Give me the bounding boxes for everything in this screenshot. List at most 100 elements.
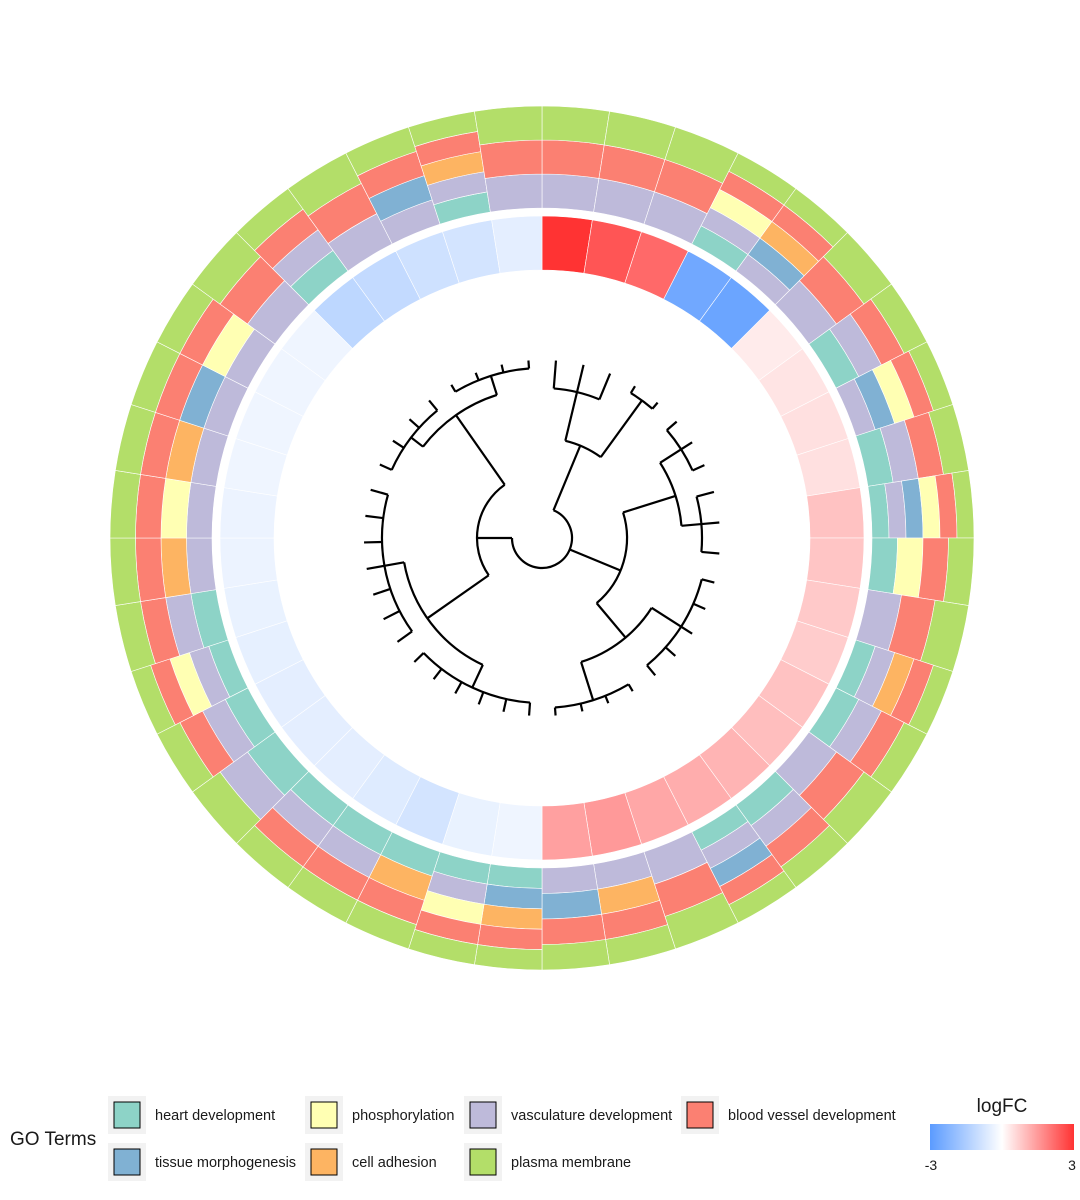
dendrogram-branch: [595, 602, 627, 639]
dendrogram-branch: [664, 646, 677, 657]
logfc-cell: [491, 215, 543, 274]
dendrogram-branch: [552, 445, 582, 511]
dendrogram-branch: [403, 562, 484, 666]
go-term-cell: [479, 139, 543, 179]
dendrogram-branch: [575, 364, 585, 393]
legend-label: phosphorylation: [352, 1108, 454, 1124]
go-term-cell: [867, 537, 898, 594]
dendrogram-branch: [692, 464, 705, 472]
go-term-cell: [541, 105, 610, 146]
dendrogram-branch: [599, 399, 643, 458]
dendrogram-branch: [396, 630, 413, 643]
go-term-cell: [186, 537, 217, 594]
colorbar-min-label: -3: [925, 1157, 938, 1173]
logfc-cell: [806, 487, 865, 539]
dendrogram-branch: [580, 607, 653, 664]
dendrogram-branch: [471, 664, 484, 689]
dendrogram-branch: [564, 391, 579, 442]
dendrogram-branch: [428, 399, 439, 412]
go-term-cell: [892, 537, 924, 598]
dendrogram-branch: [510, 509, 574, 570]
logfc-colorbar: logFC -3 3: [925, 1096, 1076, 1173]
dendrogram-branch: [410, 436, 424, 448]
dendrogram-branch: [666, 429, 694, 471]
go-term-cell: [186, 482, 217, 539]
dendrogram-branch: [646, 579, 703, 667]
dendrogram-branch: [455, 414, 506, 486]
dendrogram-branch: [392, 439, 405, 449]
legend-swatch: [686, 1101, 714, 1129]
dendrogram-branch: [666, 420, 678, 431]
dendrogram-branch: [681, 522, 702, 527]
go-term-cell: [541, 913, 606, 945]
go-terms-legend: GO Terms heart development phosphorylatio…: [10, 1096, 896, 1181]
dendrogram-branch: [627, 683, 634, 692]
dendrogram: [364, 360, 720, 716]
go-term-cell: [541, 139, 605, 179]
go-term-cell: [541, 173, 600, 213]
dendrogram-branch: [630, 392, 654, 410]
dendrogram-branch: [422, 393, 498, 448]
colorbar-gradient: [930, 1124, 1074, 1150]
dendrogram-branch: [569, 548, 621, 572]
dendrogram-branch: [680, 441, 693, 451]
dendrogram-branch: [383, 610, 401, 621]
legend-label: plasma membrane: [511, 1155, 631, 1171]
dendrogram-branch: [701, 550, 720, 555]
dendrogram-branch: [629, 385, 636, 394]
dendrogram-branch: [604, 695, 610, 704]
logfc-cell: [806, 537, 865, 589]
dendrogram-branch: [489, 375, 498, 396]
go-term-cell: [160, 537, 192, 598]
dendrogram-branch: [553, 707, 557, 716]
dendrogram-branch: [502, 698, 508, 713]
dendrogram-branch: [622, 494, 676, 514]
legend-swatch: [469, 1101, 497, 1129]
dendrogram-branch: [651, 401, 659, 410]
dendrogram-branch: [701, 578, 715, 584]
dendrogram-branch: [477, 691, 485, 705]
go-term-cell: [541, 863, 598, 894]
legend-label: cell adhesion: [352, 1155, 437, 1171]
dendrogram-branch: [701, 521, 720, 526]
legend-title: GO Terms: [10, 1129, 96, 1150]
legend-swatch: [310, 1101, 338, 1129]
colorbar-title: logFC: [977, 1096, 1028, 1117]
dendrogram-branch: [553, 387, 600, 401]
dendrogram-branch: [680, 625, 693, 635]
dendrogram-branch: [426, 574, 490, 620]
dendrogram-branch: [552, 360, 558, 389]
dendrogram-branch: [554, 683, 630, 709]
colorbar-max-label: 3: [1068, 1157, 1076, 1173]
dendrogram-branch: [365, 514, 384, 520]
dendrogram-branch: [413, 652, 425, 663]
legend-swatch: [113, 1148, 141, 1176]
legend-label: tissue morphogenesis: [155, 1155, 296, 1171]
dendrogram-branch: [659, 448, 682, 464]
dendrogram-branch: [695, 496, 704, 553]
legend-swatch: [113, 1101, 141, 1129]
dendrogram-branch: [370, 488, 389, 496]
dendrogram-branch: [384, 561, 405, 567]
go-term-cell: [160, 478, 192, 539]
go-term-cell: [135, 474, 167, 539]
go-term-cell: [917, 537, 949, 602]
legend-label: blood vessel development: [728, 1108, 896, 1124]
logfc-cell: [219, 537, 278, 589]
logfc-cell: [541, 215, 593, 274]
go-term-cell: [135, 537, 167, 602]
legend-label: vasculature development: [511, 1108, 672, 1124]
dendrogram-branch: [454, 367, 530, 393]
dendrogram-branch: [598, 373, 612, 400]
dendrogram-branch: [595, 512, 629, 604]
dendrogram-branch: [500, 364, 505, 373]
dendrogram-branch: [565, 439, 602, 458]
dendrogram-branch: [474, 372, 480, 381]
dendrogram-branch: [579, 703, 584, 712]
dendrogram-branch: [390, 409, 439, 471]
dendrogram-branch: [527, 702, 532, 716]
logfc-cell: [491, 802, 543, 861]
dendrogram-branch: [527, 360, 531, 369]
dendrogram-branch: [659, 462, 683, 526]
